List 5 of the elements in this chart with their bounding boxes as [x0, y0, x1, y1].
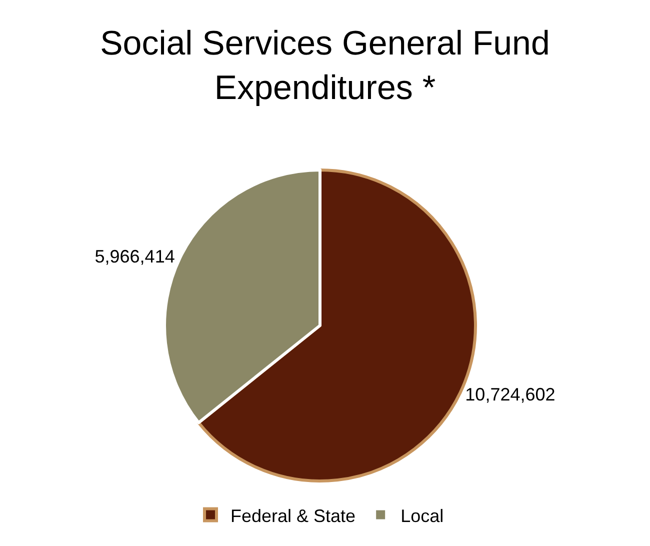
chart-title: Social Services General Fund Expenditures * [100, 24, 550, 107]
data-label: 10,724,602 [465, 384, 556, 405]
legend-label: Federal & State [230, 506, 356, 526]
data-label: 5,966,414 [94, 246, 175, 266]
legend-label: Local [400, 506, 444, 526]
